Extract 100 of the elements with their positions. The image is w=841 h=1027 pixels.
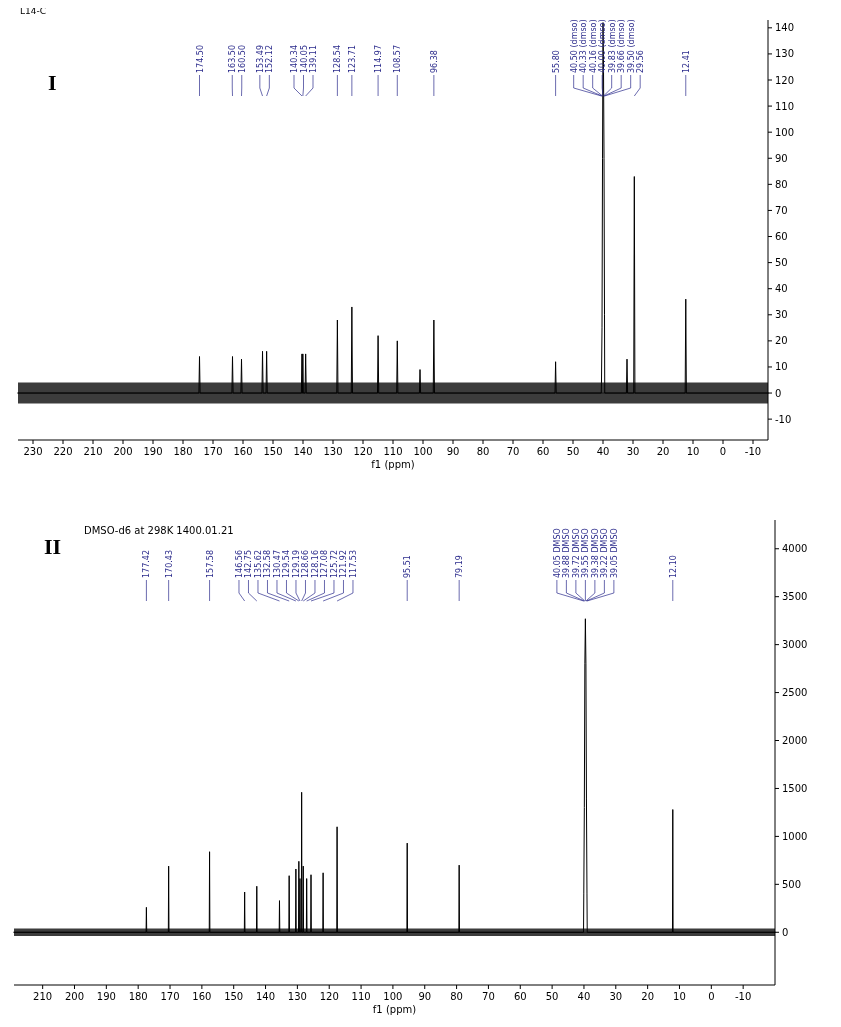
annotation: I [48, 70, 57, 95]
annotation: 39.05 DMSO [609, 528, 619, 578]
annotation: 128.16 [310, 550, 320, 578]
annotation: 123.71 [347, 45, 357, 73]
annotation: 39.22 DMSO [600, 528, 610, 578]
annotation: 130.47 [272, 550, 282, 578]
annotation: 129.54 [282, 550, 292, 578]
annotation: 117.53 [348, 550, 358, 578]
annotation: 12.41 [681, 50, 691, 73]
y-tick-label: 60 [775, 231, 788, 243]
x-tick-label: 40 [577, 991, 591, 1002]
y-tick-label: 70 [775, 204, 788, 216]
y-tick-label: 3000 [782, 639, 808, 651]
y-tick-label: 1000 [782, 830, 808, 842]
annotation: 157.58 [205, 550, 215, 578]
annotation: 146.56 [234, 550, 244, 578]
x-tick-label: 0 [719, 446, 727, 457]
y-tick-label: 40 [775, 283, 788, 295]
y-tick-label: 20 [775, 335, 788, 347]
x-tick-label: 170 [203, 446, 223, 457]
annotation: 125.72 [329, 550, 339, 578]
x-tick-label: 70 [482, 991, 495, 1002]
annotation: 114.97 [374, 45, 384, 73]
annotation: 39.50 (dmso) [626, 19, 636, 73]
annotation: 39.88 DMSO [562, 528, 572, 578]
y-tick-label: 130 [775, 48, 795, 60]
annotation: 142.75 [244, 550, 254, 578]
annotation: 129.19 [291, 550, 301, 578]
x-tick-label: 130 [323, 446, 343, 457]
annotation: 96.38 [429, 50, 439, 73]
y-tick-label: 110 [775, 100, 795, 112]
y-tick-label: 0 [775, 387, 782, 399]
y-tick-label: 2000 [782, 735, 808, 747]
y-tick-label: 4000 [782, 543, 808, 555]
x-tick-label: 30 [609, 991, 623, 1002]
y-tick-label: 140 [775, 22, 795, 34]
x-axis-title: f1 (ppm) [372, 1004, 417, 1015]
x-tick-label: 210 [33, 991, 53, 1002]
x-tick-label: 20 [641, 991, 654, 1002]
y-tick-label: 2500 [782, 687, 808, 699]
annotation: 12.10 [668, 555, 678, 578]
y-tick-label: 0 [782, 926, 789, 938]
x-tick-label: 100 [413, 446, 433, 457]
x-tick-label: 180 [173, 446, 193, 457]
annotation: 79.19 [455, 555, 465, 578]
y-tick-label: 90 [775, 152, 788, 164]
annotation: 95.51 [403, 555, 413, 578]
y-tick-label: -10 [775, 413, 792, 425]
x-tick-label: 160 [233, 446, 253, 457]
x-tick-label: 50 [545, 991, 559, 1002]
x-tick-label: 10 [673, 991, 686, 1002]
x-tick-label: 10 [686, 446, 700, 457]
y-tick-label: 3500 [782, 591, 808, 603]
annotation: 127.08 [320, 550, 330, 578]
x-tick-label: 180 [128, 991, 148, 1002]
x-tick-label: 140 [256, 991, 276, 1002]
annotation: 163.50 [228, 45, 238, 73]
annotation: 40.00 (dmso) [598, 19, 608, 73]
annotation: 39.66 (dmso) [617, 19, 627, 73]
x-tick-label: 160 [192, 991, 212, 1002]
annotation: 121.92 [339, 550, 349, 578]
x-tick-label: 120 [319, 991, 339, 1002]
annotation: 29.56 [636, 50, 646, 73]
x-tick-label: -10 [744, 446, 762, 457]
y-tick-label: 1500 [782, 782, 808, 794]
x-tick-label: 220 [53, 446, 73, 457]
x-tick-label: 190 [143, 446, 163, 457]
y-tick-label: 500 [782, 878, 802, 890]
annotation: 128.54 [333, 45, 343, 73]
x-tick-label: 110 [383, 446, 403, 457]
x-tick-label: 230 [23, 446, 43, 457]
y-tick-label: 120 [775, 74, 795, 86]
chart-title: L14-C [20, 6, 46, 16]
annotation: 40.16 (dmso) [588, 19, 598, 73]
y-tick-label: 50 [775, 257, 788, 269]
x-tick-label: 50 [566, 446, 580, 457]
annotation: 40.33 (dmso) [579, 19, 589, 73]
x-tick-label: 30 [626, 446, 640, 457]
x-tick-label: 150 [263, 446, 283, 457]
x-tick-label: 20 [656, 446, 670, 457]
annotation: 108.57 [393, 45, 403, 73]
x-tick-label: 90 [418, 991, 432, 1002]
annotation: 39.72 DMSO [571, 528, 581, 578]
y-tick-label: 80 [775, 178, 788, 190]
annotation: 132.58 [263, 550, 273, 578]
x-tick-label: 80 [450, 991, 463, 1002]
x-tick-label: 100 [383, 991, 403, 1002]
annotation: 140.34 [290, 45, 299, 73]
annotation: 40.05 DMSO [552, 528, 562, 578]
annotation: 170.43 [164, 550, 174, 578]
x-tick-label: 130 [287, 991, 307, 1002]
x-tick-label: 80 [476, 446, 490, 457]
x-tick-label: 190 [96, 991, 116, 1002]
annotation: 55.80 [551, 50, 561, 73]
x-tick-label: -10 [734, 991, 752, 1002]
x-tick-label: 70 [506, 446, 520, 457]
annotation: 39.83 (dmso) [607, 19, 617, 73]
x-tick-label: 200 [64, 991, 85, 1002]
annotation: 153.49 [255, 45, 265, 73]
annotation: 174.50 [195, 45, 205, 73]
